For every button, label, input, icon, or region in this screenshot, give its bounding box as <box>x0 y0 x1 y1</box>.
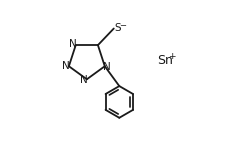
Text: −: − <box>119 21 126 30</box>
Text: N: N <box>69 39 76 49</box>
Text: S: S <box>115 23 121 33</box>
Text: N: N <box>80 76 88 85</box>
Text: Sn: Sn <box>157 54 173 67</box>
Text: N: N <box>103 63 111 72</box>
Text: N: N <box>62 61 70 71</box>
Text: +: + <box>168 52 176 61</box>
